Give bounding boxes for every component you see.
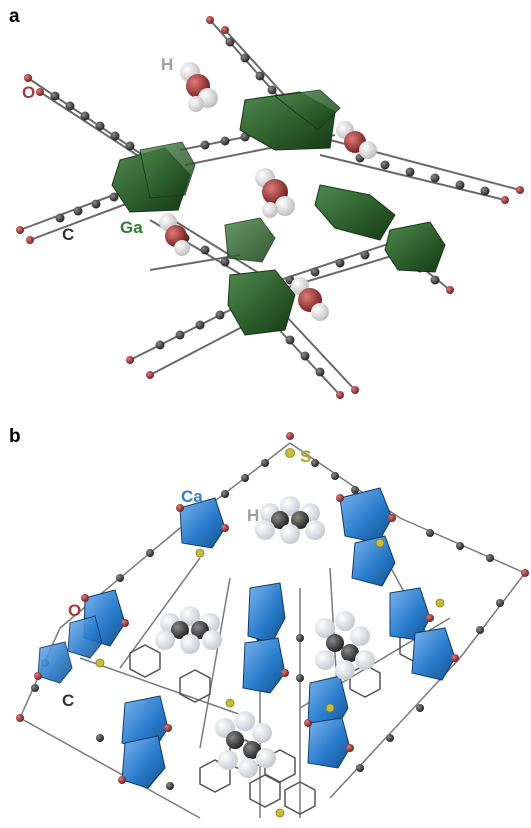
ga-polyhedra <box>111 89 446 336</box>
panel-a: a <box>0 0 531 410</box>
guest-molecules <box>155 496 375 778</box>
atom-label-c: C <box>62 225 74 244</box>
panel-label-b: b <box>9 426 21 447</box>
panel-a-structure: a <box>9 6 524 399</box>
guest-molecule <box>180 62 218 112</box>
guest-molecule <box>155 606 222 654</box>
atom-label-ga: Ga <box>120 218 143 237</box>
guest-molecule <box>291 277 329 321</box>
atom-label-c: C <box>62 691 74 710</box>
atom-label-o: O <box>68 601 81 620</box>
atom-label-h: H <box>161 55 173 74</box>
atom-label-o: O <box>22 83 35 102</box>
atom-label-h: H <box>247 506 259 525</box>
guest-molecules <box>159 62 377 321</box>
oxygen-atoms <box>16 432 529 784</box>
guest-molecule <box>255 168 295 218</box>
sulfur-atoms <box>95 448 445 818</box>
panel-label-a: a <box>9 6 20 27</box>
oxygen-atoms <box>16 16 524 399</box>
guest-molecule <box>336 121 377 159</box>
atom-label-s: S <box>300 447 311 466</box>
guest-molecule <box>255 496 325 544</box>
atom-label-ca: Ca <box>181 487 203 506</box>
guest-molecule <box>315 611 375 680</box>
ca-polyhedra <box>37 487 456 789</box>
panel-b-structure: b <box>9 426 529 819</box>
guest-molecule <box>215 711 276 778</box>
guest-molecule <box>159 213 190 256</box>
panel-b: b <box>0 418 531 828</box>
